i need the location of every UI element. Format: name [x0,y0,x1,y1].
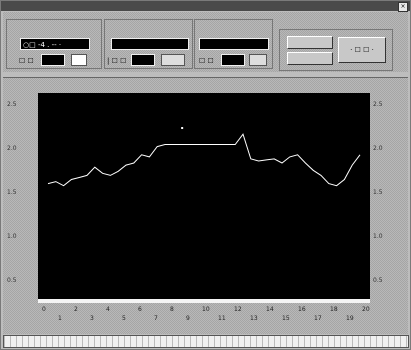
small-field-1[interactable] [41,54,65,66]
x-tick-label: 18 [330,306,338,313]
group-box-2 [104,19,193,69]
sub-label-3: ☐ ☐ [199,57,214,65]
group-box-3 [194,19,273,69]
sub-label-1: ☐ ☐ [19,57,34,65]
x-tick-label: 17 [314,315,322,322]
small-box-3[interactable] [249,54,267,66]
value-field-3[interactable] [199,38,269,50]
x-axis-baseline [38,299,370,303]
x-tick-label: 10 [202,306,210,313]
right-tick: 0.5 [373,277,383,284]
x-tick-label: 1 [58,315,62,322]
group-box-4 [279,29,393,71]
primary-button[interactable]: · ☐ ☐ · [338,37,386,63]
x-tick-label: 5 [122,315,126,322]
x-tick-label: 13 [250,315,258,322]
series-line-0 [47,133,361,187]
plot-area [38,93,370,299]
x-tick-label: 6 [138,306,142,313]
x-tick-label: 0 [42,306,46,313]
x-tick-label: 8 [170,306,174,313]
status-cells [4,336,408,347]
left-tick: 1.5 [7,189,17,196]
right-tick: 1.0 [373,233,383,240]
marker-point-0 [181,127,184,130]
x-tick-label: 9 [186,315,190,322]
x-tick-label: 14 [266,306,274,313]
right-tick: 2.5 [373,101,383,108]
right-axis: 2.5 2.0 1.5 1.0 0.5 [373,91,403,301]
group-box-1 [6,19,102,69]
action-button-top[interactable] [287,36,333,49]
action-button-bottom[interactable] [287,52,333,65]
x-tick-label: 12 [234,306,242,313]
left-tick: 1.0 [7,233,17,240]
right-tick: 1.5 [373,189,383,196]
left-tick: 0.5 [7,277,17,284]
sub-label-2: | ☐ ☐ [107,57,127,65]
x-tick-label: 3 [90,315,94,322]
x-tick-label: 16 [298,306,306,313]
line-chart [47,127,361,187]
value-field-2[interactable] [111,38,189,50]
x-tick-label: 4 [106,306,110,313]
x-tick-label: 2 [74,306,78,313]
small-field-2[interactable] [131,54,155,66]
x-tick-label: 19 [346,315,354,322]
title-bar: × [1,1,410,12]
right-tick: 2.0 [373,145,383,152]
x-tick-label: 11 [218,315,226,322]
small-box-2[interactable] [161,54,185,66]
left-tick: 2.5 [7,101,17,108]
left-axis: 2.5 2.0 1.5 1.0 0.5 [7,91,37,301]
x-tick-label: 20 [362,306,370,313]
left-tick: 2.0 [7,145,17,152]
close-button[interactable]: × [398,2,408,12]
value-field-1[interactable]: ○□ -4 . -- · [20,38,90,50]
color-swatch[interactable] [71,54,87,66]
small-field-3[interactable] [221,54,245,66]
x-axis-ticks: 0 1 2 3 4 5 6 7 8 9 10 11 12 13 14 15 16 17 18 19 20 [38,304,370,328]
status-bar [3,335,409,348]
x-tick-label: 7 [154,315,158,322]
x-tick-label: 15 [282,315,290,322]
close-icon[interactable]: × [400,3,406,10]
